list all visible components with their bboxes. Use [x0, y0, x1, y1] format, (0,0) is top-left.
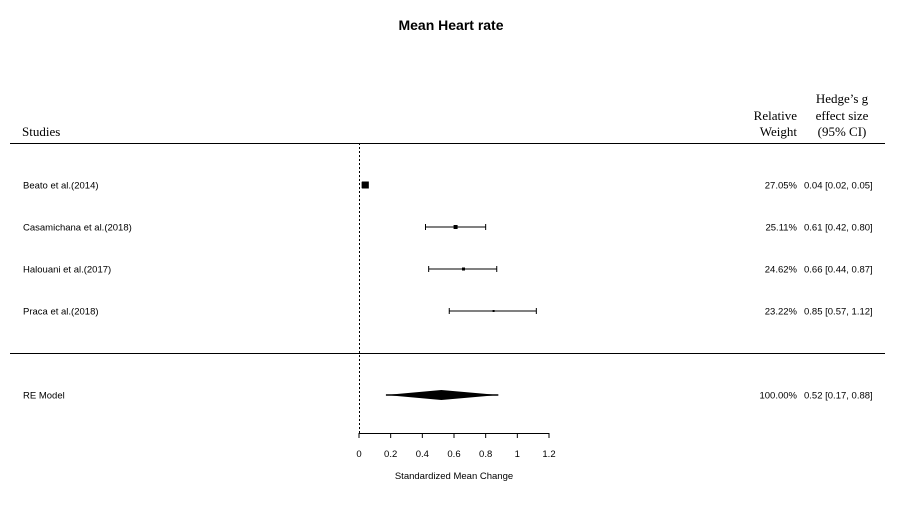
- study-row: Praca et al.(2018) 23.22% 0.85 [0.57, 1.12…: [23, 307, 873, 318]
- weight-header-line-2: Weight: [760, 124, 798, 139]
- effect-value: 0.04 [0.02, 0.05]: [804, 181, 873, 192]
- weight-value: 24.62%: [765, 265, 798, 276]
- x-tick-label: 0.2: [384, 449, 397, 460]
- weight-value: 27.05%: [765, 181, 798, 192]
- study-row: Halouani et al.(2017) 24.62% 0.66 [0.44, 0…: [23, 265, 873, 276]
- chart-title: Mean Heart rate: [398, 17, 503, 33]
- x-tick-label: 0.4: [416, 449, 429, 460]
- x-tick-label: 1: [515, 449, 520, 460]
- x-tick-label: 0.6: [447, 449, 460, 460]
- study-rows: Beato et al.(2014) 27.05% 0.04 [0.02, 0.05…: [23, 181, 873, 318]
- summary-weight: 100.00%: [759, 391, 797, 402]
- weight-value: 25.11%: [765, 223, 797, 234]
- effect-value: 0.66 [0.44, 0.87]: [804, 265, 873, 276]
- weight-value: 23.22%: [765, 307, 798, 318]
- study-row: Beato et al.(2014) 27.05% 0.04 [0.02, 0.05…: [23, 181, 873, 192]
- studies-header: Studies: [22, 124, 60, 139]
- summary-row: RE Model 100.00% 0.52 [0.17, 0.88]: [23, 390, 873, 402]
- x-tick-label: 1.2: [542, 449, 555, 460]
- point-estimate: [492, 310, 495, 312]
- point-estimate: [361, 181, 369, 189]
- study-label: Casamichana et al.(2018): [23, 223, 132, 234]
- summary-diamond: [385, 390, 499, 400]
- x-tick-label: 0.8: [479, 449, 492, 460]
- effect-value: 0.85 [0.57, 1.12]: [804, 307, 873, 318]
- x-tick-label: 0: [356, 449, 361, 460]
- study-label: Praca et al.(2018): [23, 307, 99, 318]
- study-label: Beato et al.(2014): [23, 181, 99, 192]
- summary-effect: 0.52 [0.17, 0.88]: [804, 391, 873, 402]
- x-axis: 0 0.2 0.4 0.6 0.8 1 1.2: [356, 433, 556, 460]
- summary-label: RE Model: [23, 391, 65, 402]
- study-label: Halouani et al.(2017): [23, 265, 111, 276]
- point-estimate: [462, 267, 465, 271]
- study-row: Casamichana et al.(2018) 25.11% 0.61 [0.42…: [23, 223, 873, 234]
- effect-value: 0.61 [0.42, 0.80]: [804, 223, 873, 234]
- weight-header-line-1: Relative: [754, 108, 798, 123]
- effect-header-line-2: effect size: [816, 108, 869, 123]
- point-estimate: [453, 225, 458, 229]
- x-axis-label: Standardized Mean Change: [395, 471, 513, 482]
- effect-header-line-1: Hedge’s g: [816, 91, 869, 106]
- effect-header-line-3: (95% CI): [818, 124, 867, 139]
